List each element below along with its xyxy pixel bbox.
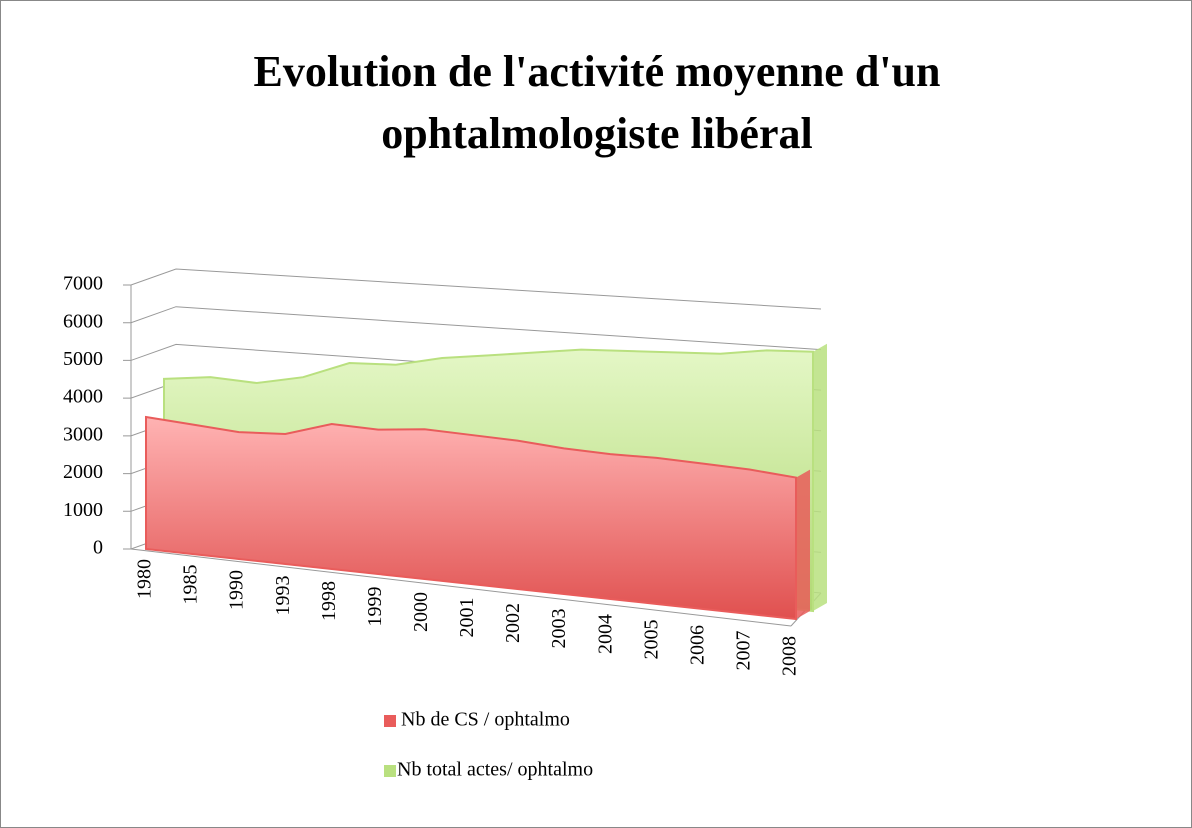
grid-line (123, 306, 822, 351)
axis-line (130, 548, 792, 627)
area-side (796, 469, 810, 619)
y-tick-label: 0 (93, 537, 103, 559)
x-tick-label: 1993 (272, 576, 294, 616)
legend-swatch (384, 715, 396, 727)
y-tick-label: 5000 (63, 348, 103, 370)
x-tick-label: 2005 (640, 620, 662, 660)
grid-line (123, 268, 822, 310)
x-tick-label: 2001 (456, 598, 478, 638)
x-tick-label: 1980 (134, 559, 156, 599)
x-tick-label: 1990 (226, 570, 248, 610)
legend-label: Nb de CS / ophtalmo (401, 709, 570, 731)
y-tick-label: 3000 (63, 423, 103, 445)
x-tick-label: 2003 (548, 609, 570, 649)
x-tick-label: 2004 (594, 614, 616, 654)
x-tick-label: 2008 (779, 636, 801, 676)
area-side (813, 343, 827, 611)
chart-title: Evolution de l'activité moyenne d'un oph… (253, 47, 941, 158)
x-tick-label: 1999 (364, 587, 386, 627)
x-tick-label: 2006 (686, 625, 708, 665)
x-tick-label: 2007 (733, 631, 755, 671)
x-tick-label: 2000 (410, 592, 432, 632)
legend-label: Nb total actes/ ophtalmo (397, 759, 593, 781)
y-tick-label: 2000 (63, 461, 103, 483)
y-tick-label: 7000 (63, 273, 103, 295)
y-tick-label: 4000 (63, 386, 103, 408)
legend-swatch (384, 765, 396, 777)
x-tick-label: 1985 (180, 565, 202, 605)
y-tick-label: 6000 (63, 310, 103, 332)
x-tick-label: 2002 (502, 603, 524, 643)
x-tick-label: 1998 (318, 581, 340, 621)
y-tick-label: 1000 (63, 499, 103, 521)
